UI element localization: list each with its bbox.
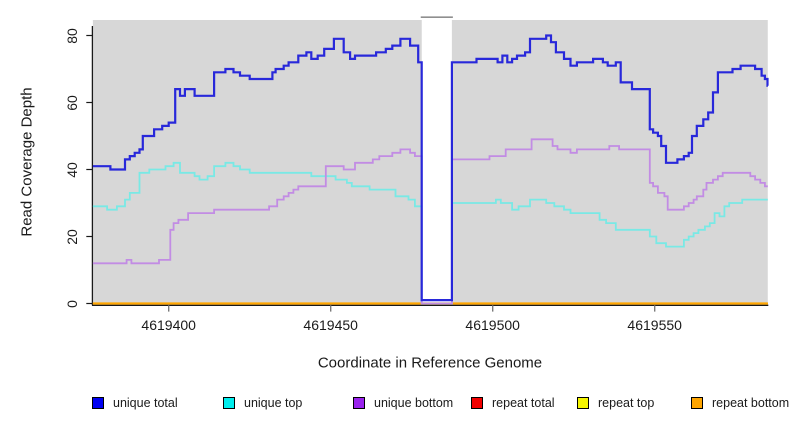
legend-label: repeat bottom: [712, 396, 790, 410]
legend-swatch-unique-bottom: [353, 397, 365, 409]
legend-swatch-unique-top: [223, 397, 235, 409]
legend-swatch-repeat-top: [577, 397, 589, 409]
legend-item-unique-top: unique top: [223, 396, 302, 410]
legend-label: repeat top: [598, 396, 655, 410]
y-axis-title: Read Coverage Depth: [18, 87, 36, 237]
legend-swatch-repeat-bottom: [691, 397, 703, 409]
series-unique-total: [92, 34, 769, 302]
legend-label: unique bottom: [374, 396, 454, 410]
x-axis-title: Coordinate in Reference Genome: [317, 354, 543, 372]
x-tick-label: 4619400: [141, 317, 196, 333]
x-tick-label: 4619550: [627, 317, 682, 333]
x-tick-label: 4619450: [303, 317, 358, 333]
y-tick-label: 40: [64, 161, 80, 178]
legend-item-unique-bottom: unique bottom: [353, 396, 453, 410]
legend-item-repeat-top: repeat top: [577, 396, 654, 410]
masked-region: [421, 16, 452, 305]
legend-label: unique top: [244, 396, 303, 410]
y-tick-label: 20: [64, 228, 80, 245]
legend-label: repeat total: [492, 396, 555, 410]
legend-swatch-unique-total: [92, 397, 104, 409]
legend-label: unique total: [113, 396, 178, 410]
x-tick-label: 4619500: [465, 317, 520, 333]
y-tick-label: 80: [64, 27, 80, 44]
legend-item-repeat-total: repeat total: [471, 396, 555, 410]
legend-swatch-repeat-total: [471, 397, 483, 409]
legend-item-repeat-bottom: repeat bottom: [691, 396, 789, 410]
series-unique-bottom: [92, 138, 768, 305]
y-tick-label: 60: [64, 94, 80, 111]
legend-item-unique-total: unique total: [92, 396, 178, 410]
y-tick-label: 0: [64, 299, 80, 308]
